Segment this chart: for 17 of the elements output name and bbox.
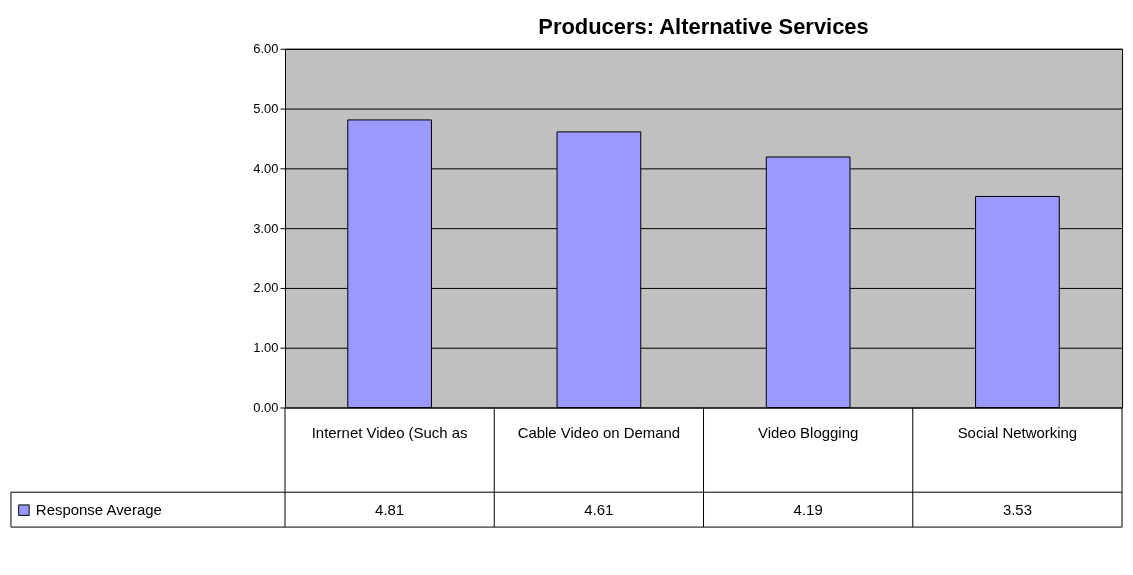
x-tick-label: Cable Video on Demand — [517, 423, 681, 441]
data-label: 3.53 — [1002, 501, 1032, 519]
y-tick-label: 1.00 — [253, 340, 279, 356]
y-tick-label: 6.00 — [253, 41, 279, 57]
x-tick-label: Internet Video (Such as — [311, 423, 468, 441]
y-tick-label: 4.00 — [253, 160, 279, 176]
y-tick-label: 3.00 — [253, 220, 279, 236]
x-tick-label: Social Networking — [957, 423, 1078, 441]
chart-title: Producers: Alternative Services — [538, 13, 869, 39]
y-tick-label: 2.00 — [253, 280, 279, 296]
x-tick-label: Video Blogging — [758, 423, 859, 441]
legend-label: Response Average — [35, 501, 162, 519]
y-tick-label: 0.00 — [253, 400, 279, 415]
data-label: 4.81 — [375, 501, 405, 519]
data-label: 4.19 — [793, 501, 823, 519]
data-label: 4.61 — [584, 501, 614, 519]
y-tick-label: 5.00 — [253, 101, 279, 117]
